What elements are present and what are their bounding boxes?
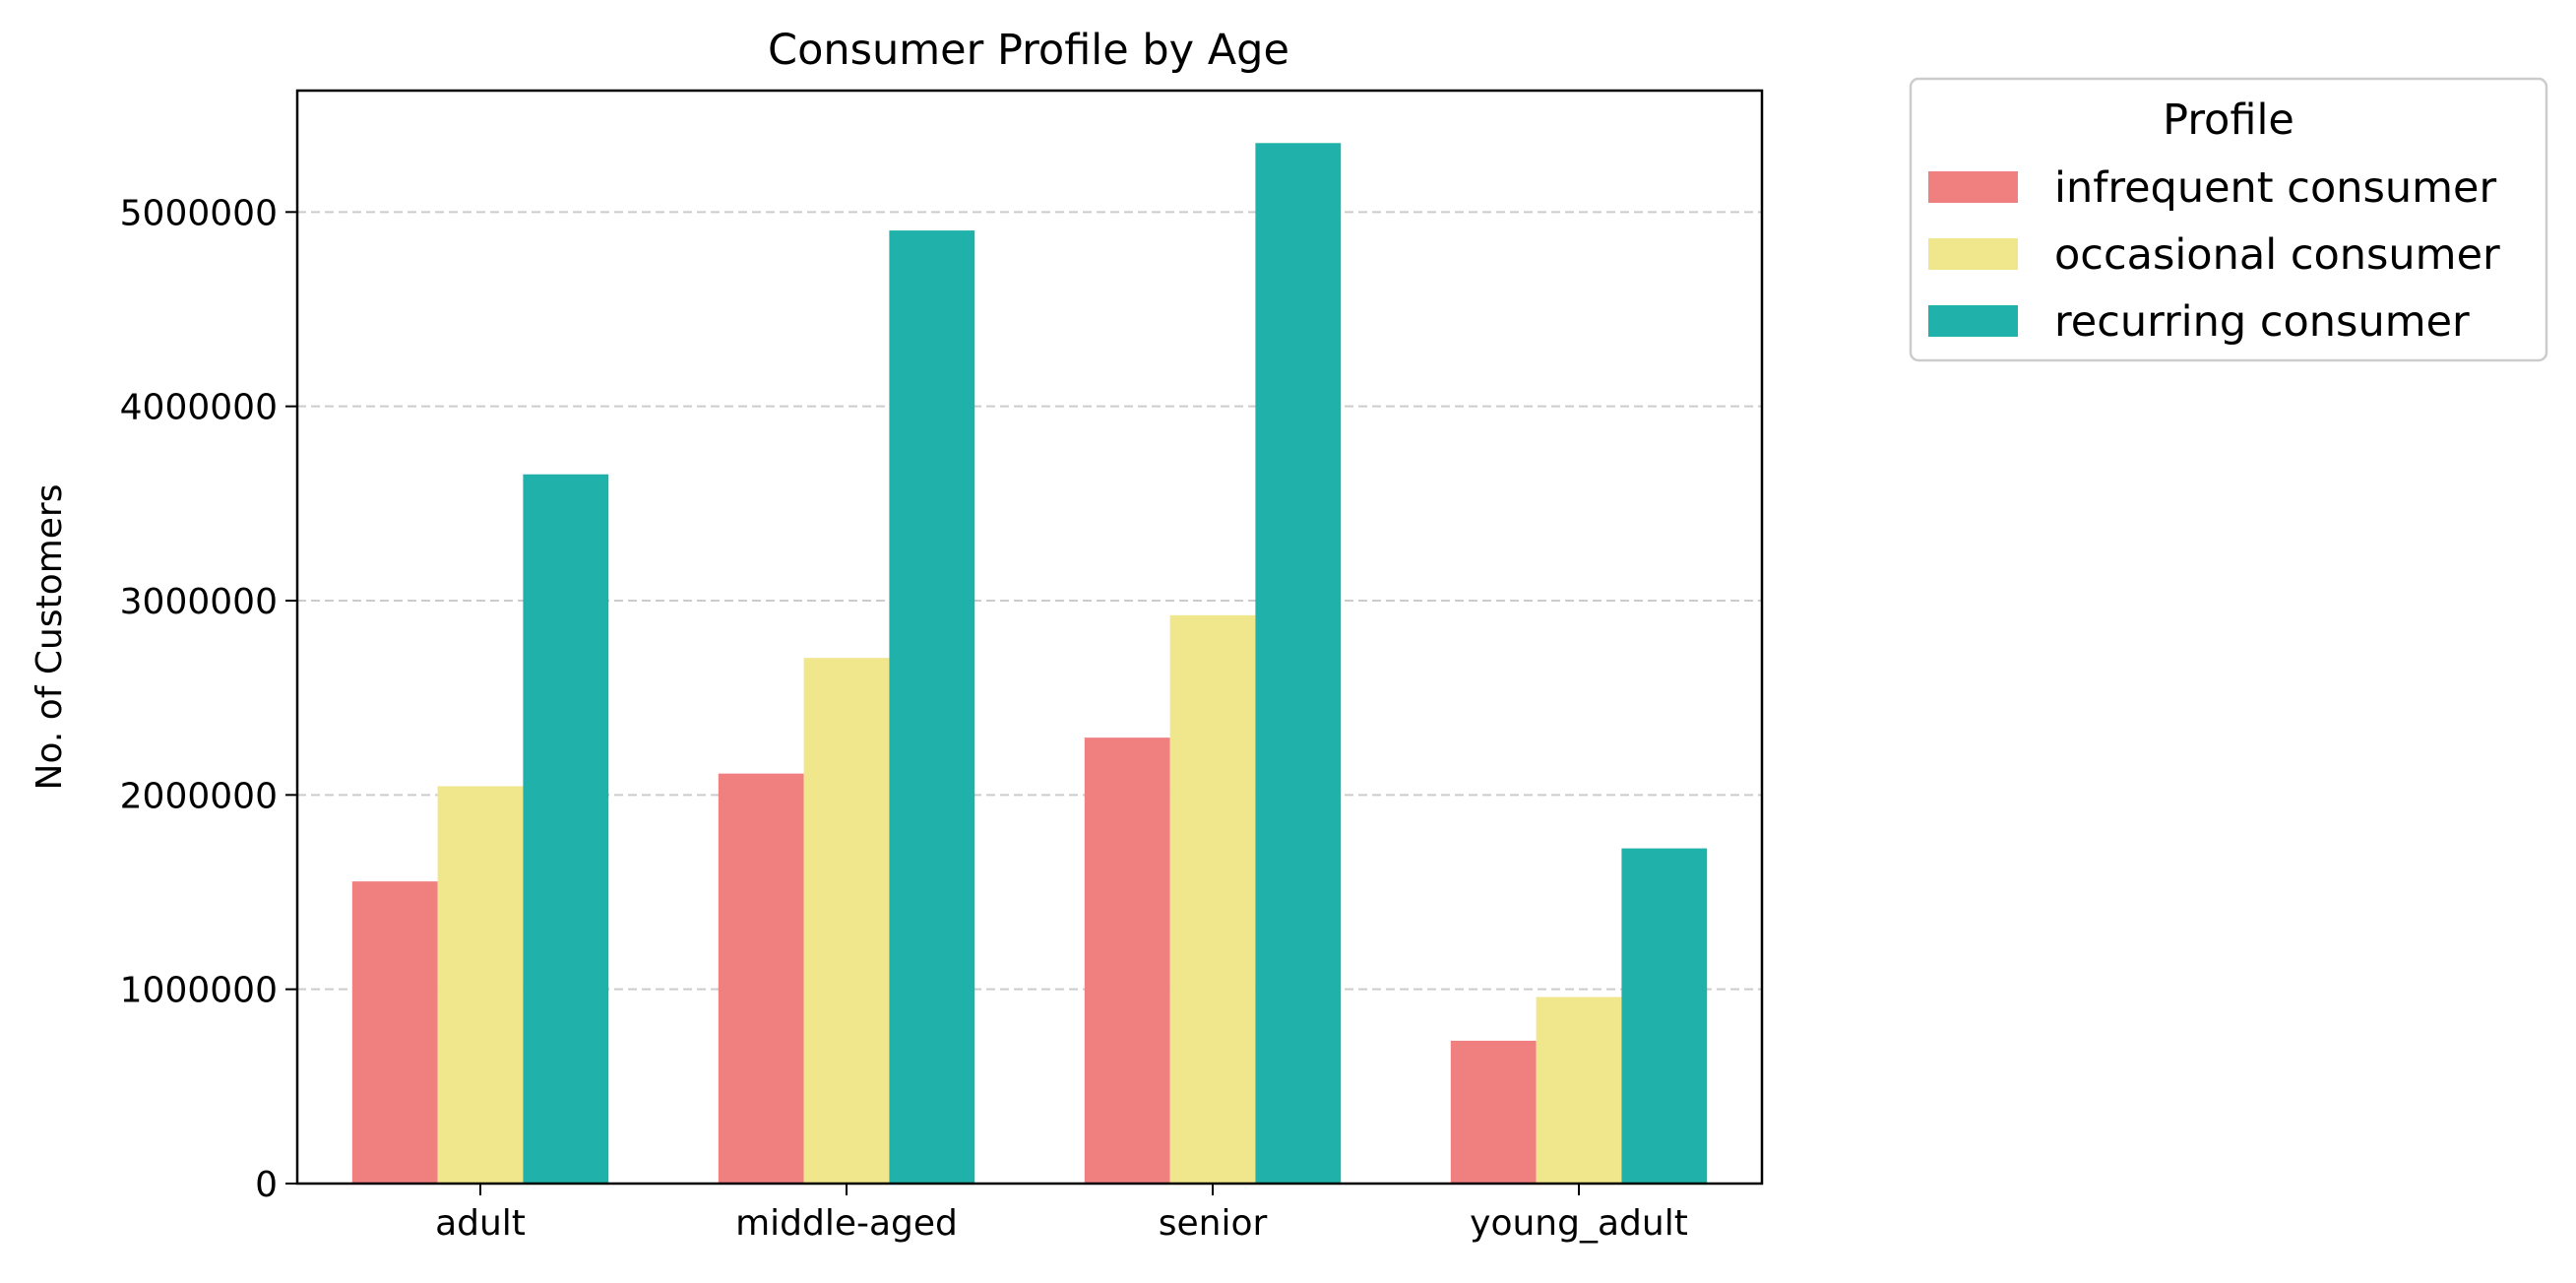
x-tick-label: young_adult bbox=[1470, 1203, 1688, 1244]
legend-swatch bbox=[1928, 305, 2018, 337]
legend-swatch bbox=[1928, 238, 2018, 270]
legend-swatch bbox=[1928, 171, 2018, 203]
legend-frame bbox=[1909, 77, 2548, 362]
y-tick-label: 2000000 bbox=[120, 776, 278, 816]
y-tick-label: 0 bbox=[255, 1165, 278, 1205]
x-tick-label: adult bbox=[435, 1203, 526, 1244]
bar bbox=[803, 658, 890, 1184]
x-axis: adult middle-aged senior young_adult bbox=[435, 1184, 1688, 1244]
legend-label: occasional consumer bbox=[2054, 230, 2500, 280]
bar bbox=[1255, 143, 1342, 1184]
plot-area-frame bbox=[295, 89, 1764, 1186]
legend-title: Profile bbox=[2163, 96, 2294, 145]
y-axis: 0 1000000 2000000 3000000 4000000 5000000 bbox=[120, 193, 297, 1205]
bar bbox=[889, 230, 975, 1184]
bar bbox=[1169, 614, 1256, 1184]
bar bbox=[1450, 1040, 1537, 1184]
legend-label: recurring consumer bbox=[2054, 297, 2470, 347]
bar bbox=[1536, 996, 1622, 1184]
y-tick-label: 3000000 bbox=[120, 582, 278, 622]
legend: Profile infrequent consumer occasional co… bbox=[1909, 77, 2548, 362]
bars bbox=[351, 143, 1708, 1184]
bar bbox=[351, 881, 438, 1184]
bar bbox=[1621, 848, 1708, 1184]
y-tick-label: 5000000 bbox=[120, 193, 278, 233]
y-tick-label: 4000000 bbox=[120, 388, 278, 428]
legend-items: infrequent consumer occasional consumer re… bbox=[1928, 163, 2500, 347]
bar bbox=[1084, 738, 1170, 1184]
bar bbox=[523, 474, 609, 1184]
x-tick-label: senior bbox=[1159, 1203, 1268, 1244]
chart-title: Consumer Profile by Age bbox=[768, 26, 1289, 75]
y-axis-title: No. of Customers bbox=[30, 484, 70, 791]
y-tick-label: 1000000 bbox=[120, 971, 278, 1011]
bar bbox=[718, 773, 804, 1184]
x-tick-label: middle-aged bbox=[735, 1203, 958, 1244]
gridlines bbox=[297, 211, 1762, 991]
legend-label: infrequent consumer bbox=[2054, 163, 2497, 213]
bar bbox=[437, 786, 524, 1184]
